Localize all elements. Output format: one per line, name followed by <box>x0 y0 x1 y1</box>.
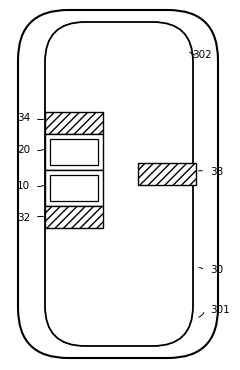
Bar <box>138 163 196 185</box>
Bar <box>50 139 98 165</box>
Bar <box>50 175 98 201</box>
Text: 301: 301 <box>210 305 230 315</box>
Text: 32: 32 <box>17 213 30 223</box>
Text: 302: 302 <box>192 50 212 60</box>
FancyBboxPatch shape <box>45 22 193 346</box>
Text: 30: 30 <box>210 265 223 275</box>
Text: 34: 34 <box>17 113 30 123</box>
Text: 20: 20 <box>17 145 30 155</box>
Bar <box>45 112 103 134</box>
Bar <box>45 170 103 206</box>
Text: 10: 10 <box>17 181 30 191</box>
Text: 38: 38 <box>210 167 223 177</box>
Bar <box>45 134 103 170</box>
FancyBboxPatch shape <box>18 10 218 358</box>
Bar <box>45 206 103 228</box>
